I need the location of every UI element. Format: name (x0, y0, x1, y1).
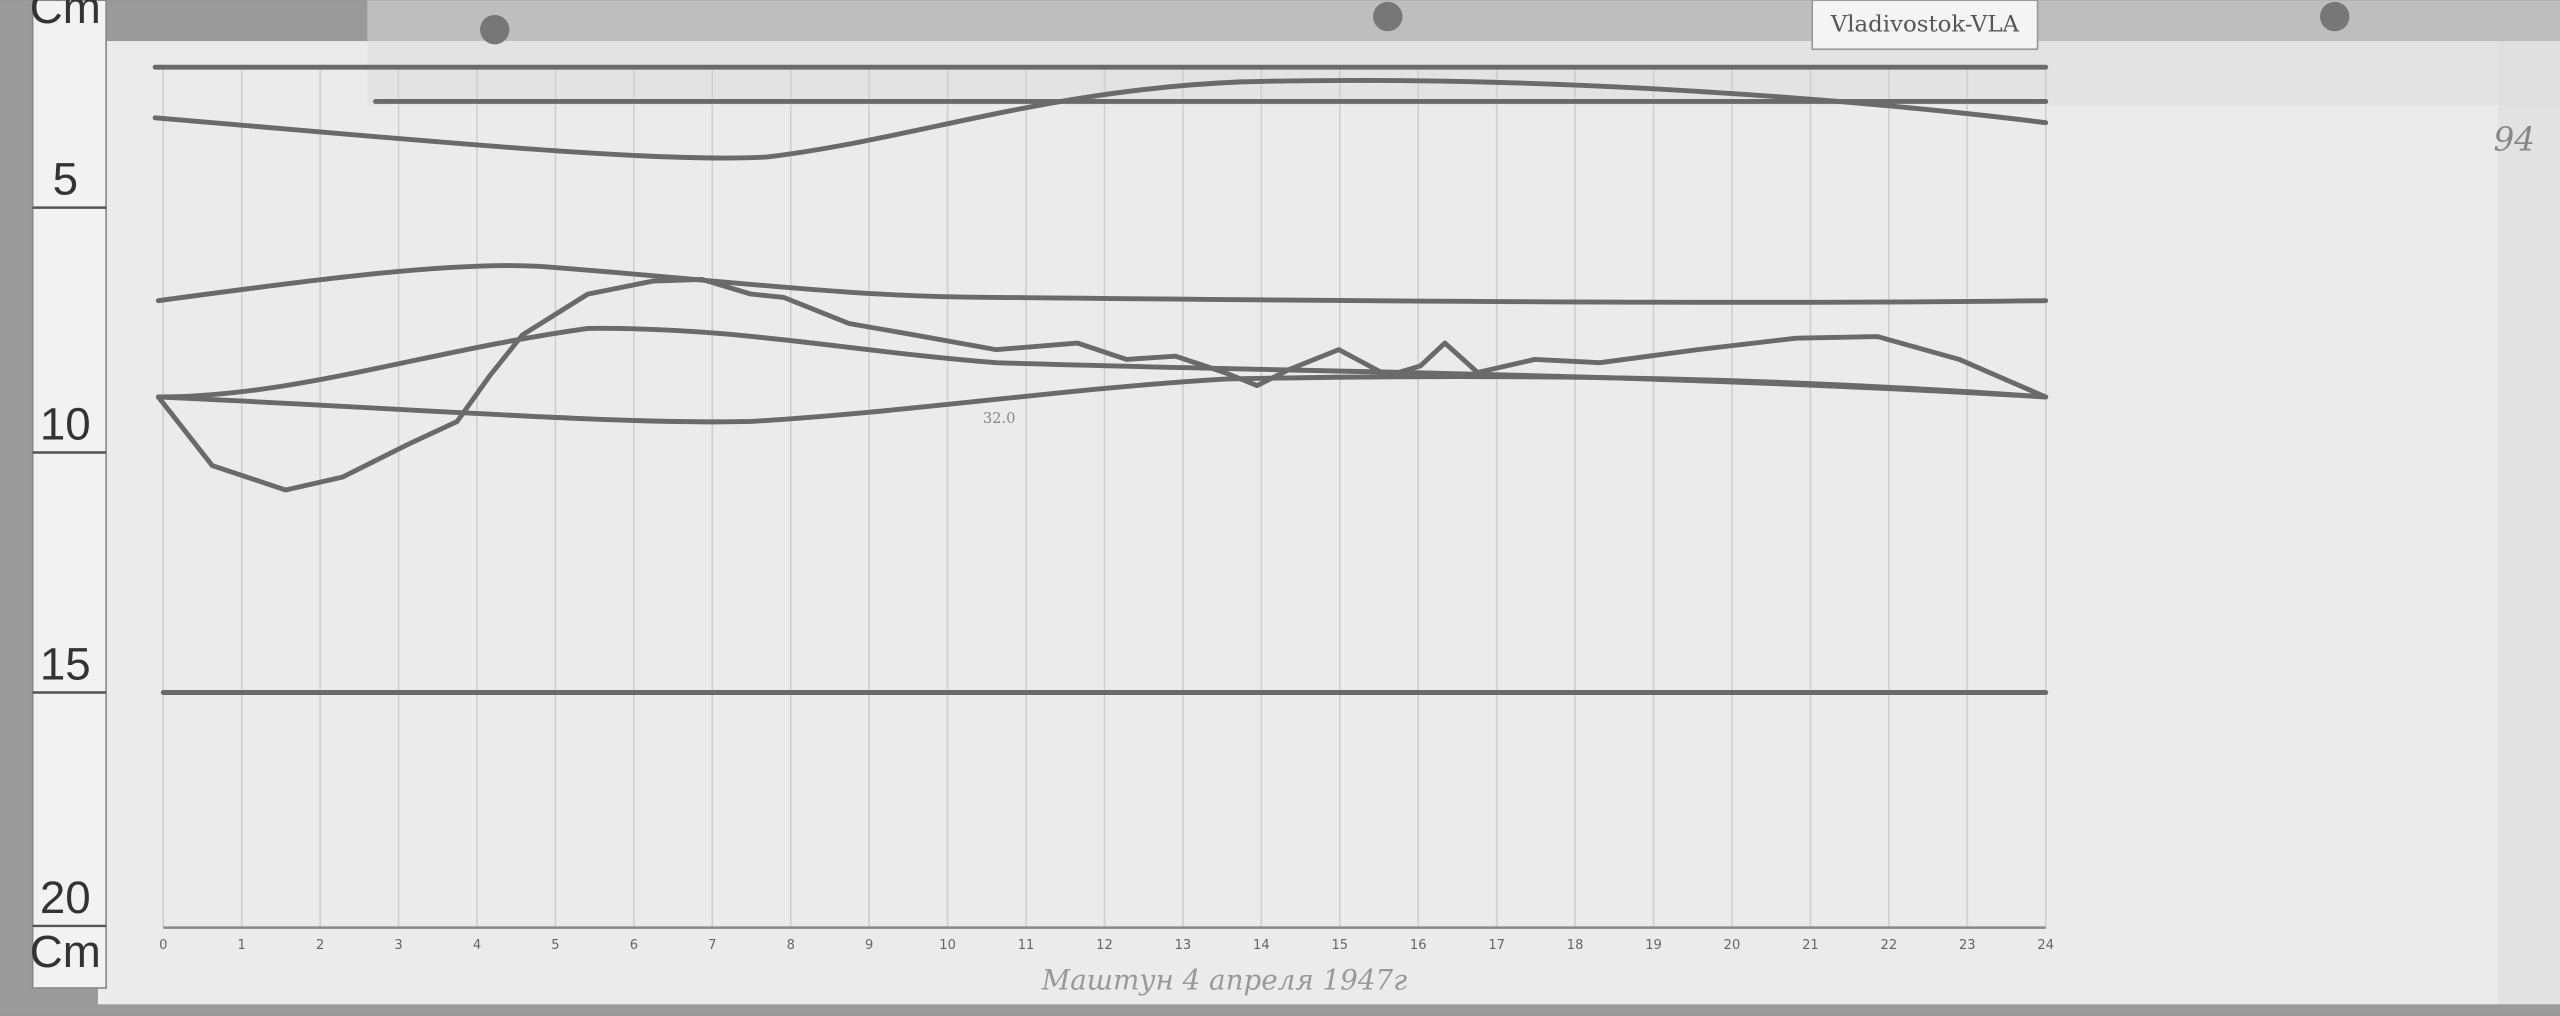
hour-label: 15 (1331, 938, 1348, 953)
hour-label: 19 (1645, 938, 1662, 953)
hour-label: 0 (159, 938, 167, 953)
hour-label: 24 (2037, 938, 2054, 953)
hour-label: 12 (1096, 938, 1113, 953)
station-label: Vladivostok-VLA (1830, 11, 2020, 37)
ruler-mark: 5 (53, 154, 78, 205)
hour-label: 14 (1253, 938, 1270, 953)
hour-label: 11 (1018, 938, 1035, 953)
hour-label: 21 (1802, 938, 1819, 953)
hour-label: 4 (473, 938, 481, 953)
baseline-value: 32.0 (983, 410, 1016, 427)
ruler-mark: 20 (40, 872, 91, 923)
screw (480, 14, 510, 45)
ruler-unit: Cm (30, 0, 101, 33)
hour-label: 23 (1959, 938, 1976, 953)
h-trace (155, 276, 2049, 493)
z-reference-trace (155, 263, 2049, 305)
ruler-unit: Cm (30, 926, 101, 977)
hour-label: 1 (238, 938, 246, 953)
station-tag (1811, 0, 2039, 51)
hour-label: 8 (787, 938, 795, 953)
z-trace (155, 374, 2049, 425)
sheet-number: 94 (2494, 120, 2536, 158)
hour-label: 18 (1567, 938, 1584, 953)
hour-label: 5 (551, 938, 559, 953)
hour-label: 16 (1410, 938, 1427, 953)
hour-label: 6 (630, 938, 638, 953)
screw (2320, 1, 2350, 32)
hour-label: 3 (394, 938, 402, 953)
hour-label: 9 (865, 938, 873, 953)
temperature-trace (152, 77, 2049, 161)
screw (1373, 1, 1403, 32)
hour-label: 22 (1881, 938, 1898, 953)
hour-label: 10 (939, 938, 956, 953)
ruler-mark: 10 (40, 398, 91, 449)
glass-clip (367, 0, 2560, 105)
hour-label: 7 (708, 938, 716, 953)
hour-label: 2 (316, 938, 324, 953)
hour-label: 20 (1724, 938, 1741, 953)
hour-label: 17 (1488, 938, 1505, 953)
ruler (31, 0, 107, 989)
hour-label: 13 (1175, 938, 1192, 953)
paper (97, 41, 2498, 1005)
paper-edge (2497, 41, 2560, 1005)
signature: Маштун 4 апреля 1947г (1041, 964, 1407, 997)
ruler-mark: 15 (40, 638, 91, 689)
